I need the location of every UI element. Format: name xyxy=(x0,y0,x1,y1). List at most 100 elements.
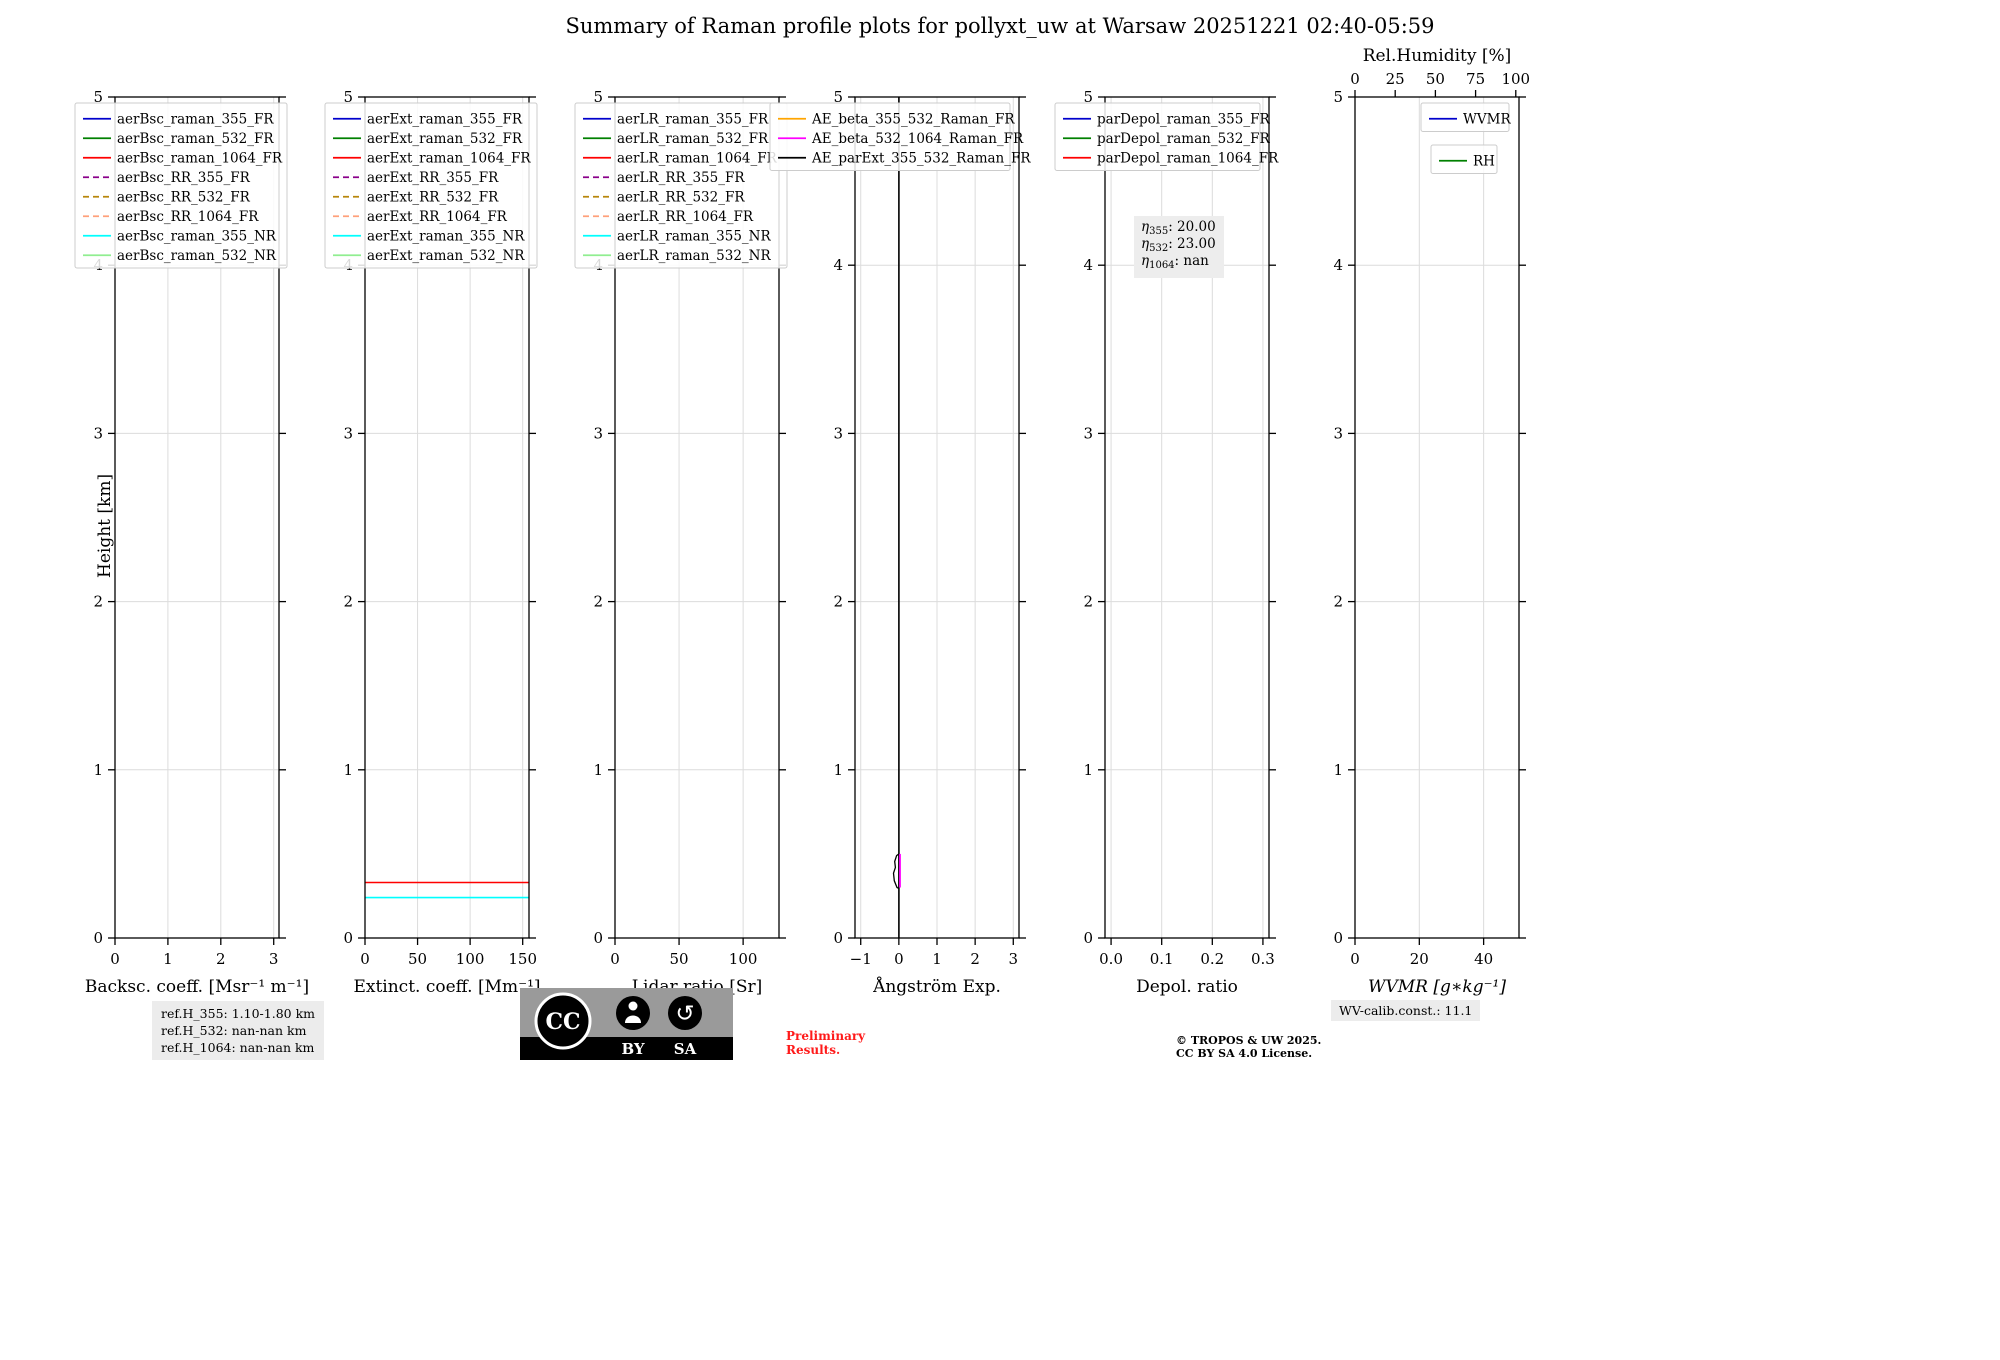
panel-backscatter: 0123012345Backsc. coeff. [Msr⁻¹ m⁻¹]aerB… xyxy=(74,88,309,997)
legend-label: AE_beta_355_532_Raman_FR xyxy=(811,111,1015,127)
axes-border xyxy=(614,96,780,939)
y-tick-label: 3 xyxy=(343,424,353,442)
xlabel-angstrom: Ångström Exp. xyxy=(872,976,1001,997)
xlabel-depol: Depol. ratio xyxy=(1136,977,1238,997)
preliminary-note: Preliminary Results. xyxy=(786,1029,865,1057)
y-tick-label: 3 xyxy=(833,424,843,442)
x-tick-label: 100 xyxy=(729,950,758,968)
x-tick-label: 0 xyxy=(1350,950,1360,968)
xlabel-wvmr: WVMR [g∗kg⁻¹] xyxy=(1368,977,1506,997)
x-tick-label: 2 xyxy=(970,950,980,968)
y-tick-label: 5 xyxy=(93,88,103,106)
legend-label: aerBsc_raman_1064_FR xyxy=(117,150,283,166)
cc-badge-graphic: CC ↺ BY SA xyxy=(520,988,733,1060)
x-tick-label: 20 xyxy=(1410,950,1429,968)
legend-label: parDepol_raman_355_FR xyxy=(1097,111,1270,127)
axes-border xyxy=(1354,96,1520,939)
legend-label: aerExt_RR_532_FR xyxy=(367,189,499,205)
legend-label: aerExt_raman_355_FR xyxy=(367,111,523,127)
legend-label: aerLR_raman_1064_FR xyxy=(617,150,778,166)
cc-by-sa-badge: CC ↺ BY SA xyxy=(520,988,733,1060)
legend-label: parDepol_raman_1064_FR xyxy=(1097,150,1279,166)
legend-box xyxy=(1054,102,1261,171)
legend-label: aerExt_RR_355_FR xyxy=(367,170,499,186)
figure-title: Summary of Raman profile plots for polly… xyxy=(565,14,1435,38)
top-tick-label: 50 xyxy=(1426,70,1445,88)
legend-label: aerBsc_RR_1064_FR xyxy=(117,209,259,225)
legend: AE_beta_355_532_Raman_FR AE_beta_532_1064… xyxy=(769,102,1031,171)
legend: aerLR_raman_355_FR aerLR_raman_532_FR aerL… xyxy=(574,102,788,269)
legend-label: aerLR_RR_355_FR xyxy=(617,170,745,186)
panel-depol: 0.0 0.1 0.2 0.3 0 1 2 3 4 5 Depol. ratio parDepol_r… xyxy=(1054,88,1279,997)
y-tick-label: 5 xyxy=(1083,88,1093,106)
legend-label: aerLR_raman_355_FR xyxy=(617,111,769,127)
y-tick-label: 2 xyxy=(1083,593,1093,611)
x-tick-label: 0 xyxy=(610,950,620,968)
y-tick-label: 2 xyxy=(593,593,603,611)
panel-extinction: 050100150012345Extinct. coeff. [Mm⁻¹]aer… xyxy=(324,88,541,997)
preliminary-line-1: Preliminary xyxy=(786,1029,866,1043)
legend-label: aerBsc_raman_355_FR xyxy=(117,111,274,127)
x-tick-label: 0.1 xyxy=(1150,950,1174,968)
panel-angstrom: −1 0 1 2 3 0 1 2 3 4 5 Ångström Exp. AE_beta_355_532… xyxy=(769,88,1031,997)
legend-label: aerLR_raman_532_NR xyxy=(617,248,771,264)
legend-label: aerLR_RR_1064_FR xyxy=(617,209,754,225)
legend-label: WVMR xyxy=(1463,111,1511,127)
y-tick-label: 3 xyxy=(593,424,603,442)
cc-logo-text: CC xyxy=(545,1009,580,1035)
y-tick-label: 1 xyxy=(1083,761,1093,779)
legend-label: aerExt_raman_355_NR xyxy=(367,228,525,244)
y-tick-label: 1 xyxy=(343,761,353,779)
y-tick-label: 5 xyxy=(1333,88,1343,106)
sa-label: SA xyxy=(674,1040,697,1058)
legend-label: AE_parExt_355_532_Raman_FR xyxy=(811,150,1031,166)
legend: parDepol_raman_355_FR parDepol_raman_532_… xyxy=(1054,102,1279,171)
by-label: BY xyxy=(621,1040,644,1058)
y-tick-label: 2 xyxy=(93,593,103,611)
y-tick-label: 1 xyxy=(833,761,843,779)
legend-label: aerBsc_RR_532_FR xyxy=(117,189,251,205)
x-tick-label: 0 xyxy=(894,950,904,968)
x-tick-label: 0.2 xyxy=(1200,950,1224,968)
y-tick-label: 3 xyxy=(1333,424,1343,442)
xlabel-extinction: Extinct. coeff. [Mm⁻¹] xyxy=(353,977,540,997)
cc-logo-icon xyxy=(534,992,592,1050)
y-tick-label: 1 xyxy=(593,761,603,779)
panel-wvmr: 0 20 40 0 1 2 3 4 5 WVMR [g∗kg⁻¹] 0 25 50 75 100 Rel.Hu… xyxy=(1333,46,1530,997)
legend-label: aerBsc_raman_532_FR xyxy=(117,131,274,147)
copyright-line-2: CC BY SA 4.0 License. xyxy=(1176,1047,1313,1060)
top-tick-label: 75 xyxy=(1466,70,1485,88)
y-tick-label: 0 xyxy=(1333,929,1343,947)
legend-label: aerExt_raman_1064_FR xyxy=(367,150,531,166)
axes-border xyxy=(364,96,530,939)
legend-box xyxy=(324,102,538,269)
y-tick-label: 4 xyxy=(1083,256,1093,274)
y-tick-label: 0 xyxy=(93,929,103,947)
x-tick-label: 50 xyxy=(670,950,689,968)
y-tick-label: 5 xyxy=(833,88,843,106)
eta-line: η532: 23.00 xyxy=(1141,236,1216,254)
top-tick-label: 0 xyxy=(1350,70,1360,88)
x-tick-label: 1 xyxy=(932,950,942,968)
sa-arrow-icon xyxy=(668,996,702,1030)
x-tick-label: 40 xyxy=(1474,950,1493,968)
axes-border xyxy=(114,96,280,939)
y-tick-label: 2 xyxy=(833,593,843,611)
x-tick-label: 2 xyxy=(216,950,226,968)
top-tick-label: 100 xyxy=(1501,70,1530,88)
legend-label: RH xyxy=(1473,153,1495,169)
legend-label: aerExt_RR_1064_FR xyxy=(367,209,508,225)
panel-lidar-ratio: 050100012345Lidar ratio [Sr]aerLR_raman_… xyxy=(574,88,788,997)
legend-label: parDepol_raman_532_FR xyxy=(1097,131,1270,147)
y-tick-label: 2 xyxy=(343,593,353,611)
y-tick-label: 0 xyxy=(833,929,843,947)
legend-box xyxy=(574,102,788,269)
legend-label: aerExt_raman_532_FR xyxy=(367,131,523,147)
x-tick-label: 3 xyxy=(1009,950,1019,968)
y-tick-label: 0 xyxy=(1083,929,1093,947)
preliminary-line-2: Results. xyxy=(786,1043,841,1057)
legend-box xyxy=(1430,144,1498,174)
legend-label: aerBsc_raman_532_NR xyxy=(117,248,277,264)
y-tick-label: 0 xyxy=(593,929,603,947)
